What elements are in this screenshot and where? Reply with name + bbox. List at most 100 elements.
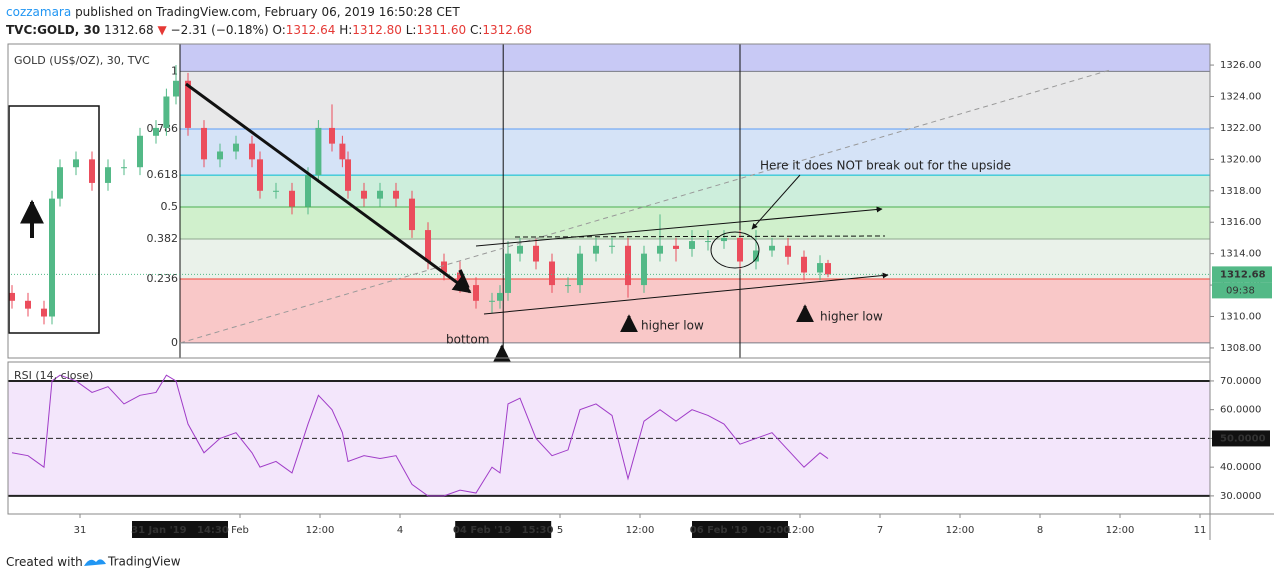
countdown: 09:38 bbox=[1226, 285, 1255, 296]
highlight-ellipse bbox=[710, 231, 760, 269]
candle-body bbox=[201, 127, 207, 160]
candle-body bbox=[329, 127, 335, 144]
price: 1312.68 bbox=[104, 23, 154, 37]
candle-body bbox=[753, 250, 759, 262]
candle-body bbox=[249, 143, 255, 160]
candle-body bbox=[785, 245, 791, 257]
candle-body bbox=[609, 245, 615, 247]
candle-body bbox=[9, 292, 15, 301]
countdown-box bbox=[1212, 282, 1272, 299]
candle-body bbox=[497, 292, 503, 301]
change-arrow: ▼ bbox=[157, 23, 167, 37]
candle-body bbox=[657, 245, 663, 254]
x-tick-label: 5 bbox=[557, 525, 563, 536]
down-arrow bbox=[185, 82, 472, 294]
logo bbox=[84, 559, 106, 566]
candle-body bbox=[441, 261, 447, 273]
candle-body bbox=[705, 241, 711, 243]
brand[interactable]: TradingView bbox=[107, 555, 181, 569]
rsi-title: RSI (14, close) bbox=[14, 369, 93, 382]
last-price-label: 1312.68 bbox=[1220, 269, 1266, 280]
candle-body bbox=[137, 135, 143, 168]
rsi-line bbox=[11, 374, 829, 497]
breakout-level bbox=[514, 235, 886, 238]
candle-body bbox=[577, 253, 583, 286]
candle-body bbox=[593, 245, 599, 254]
ohlc-key: O: bbox=[272, 23, 285, 37]
ohlc-key: H: bbox=[339, 23, 352, 37]
candle-body bbox=[49, 198, 55, 317]
x-tick-label: 8 bbox=[1037, 525, 1043, 536]
x-tick-label: 12:00 bbox=[786, 525, 815, 536]
candle-body bbox=[57, 167, 63, 199]
fib-label: 0.5 bbox=[161, 200, 179, 213]
candle-body bbox=[721, 237, 727, 242]
fib-label: 0.382 bbox=[147, 232, 179, 245]
axes: 1308.001310.001312.001314.001316.001318.… bbox=[7, 43, 1274, 540]
candle-body bbox=[315, 127, 322, 176]
x-tick-label: 11 bbox=[1194, 525, 1207, 536]
candle-body bbox=[641, 253, 647, 286]
candle-body bbox=[825, 263, 831, 275]
annotation: Here it does NOT break out for the upsid… bbox=[760, 159, 1011, 173]
symbol: TVC:GOLD, 30 bbox=[6, 23, 100, 37]
candle-body bbox=[393, 190, 399, 199]
annotation: higher low bbox=[641, 319, 704, 333]
time-marker-label: 31 Jan '19 14:30 bbox=[131, 525, 229, 536]
y-tick-label: 1310.00 bbox=[1220, 312, 1261, 323]
author[interactable]: cozzamara bbox=[6, 5, 71, 19]
y-tick-label: 1322.00 bbox=[1220, 123, 1261, 134]
y-tick-label: 70.0000 bbox=[1220, 376, 1261, 387]
candle-body bbox=[425, 230, 431, 262]
box bbox=[8, 105, 100, 334]
candle-body bbox=[217, 151, 223, 160]
fib-zone bbox=[180, 44, 1210, 72]
candle-body bbox=[25, 300, 31, 309]
y-tick-label: 1324.00 bbox=[1220, 91, 1261, 102]
candle-body bbox=[737, 237, 743, 262]
published: published on TradingView.com, February 0… bbox=[75, 5, 460, 19]
support-line bbox=[483, 272, 889, 315]
time-marker-box bbox=[132, 521, 228, 538]
candle-body bbox=[73, 159, 79, 168]
x-tick-label: 12:00 bbox=[306, 525, 335, 536]
header-line-2: TVC:GOLD, 30 1312.68 ▼ −2.31 (−0.18%) O:… bbox=[6, 23, 532, 37]
y-tick-label: 40.0000 bbox=[1220, 462, 1261, 473]
candle-body bbox=[517, 245, 523, 254]
fib-label: 0.236 bbox=[147, 272, 179, 285]
candle-body bbox=[339, 143, 346, 160]
candle-body bbox=[185, 80, 191, 128]
annotation: higher low bbox=[820, 310, 883, 324]
x-tick-label: 12:00 bbox=[1106, 525, 1135, 536]
ohlc-value: 1312.80 bbox=[352, 23, 402, 37]
candle-body bbox=[625, 245, 631, 286]
candle-body bbox=[89, 159, 95, 183]
x-tick-label: 4 bbox=[397, 525, 403, 536]
y-tick-label: 1314.00 bbox=[1220, 249, 1261, 260]
candle-body bbox=[409, 198, 415, 231]
candle-body bbox=[289, 190, 295, 207]
candle-body bbox=[769, 245, 775, 251]
fib-zone bbox=[180, 129, 1210, 176]
time-marker-label: 06 Feb '19 03:00 bbox=[690, 525, 791, 536]
ohlc-value: 1311.60 bbox=[416, 23, 466, 37]
drawings: Here it does NOT break out for the upsid… bbox=[8, 69, 1111, 363]
time-marker-label: 04 Feb '19 15:30 bbox=[453, 525, 554, 536]
created-with: Created with bbox=[6, 555, 83, 569]
x-tick-label: Feb bbox=[231, 525, 249, 536]
candle-body bbox=[273, 190, 279, 192]
y-tick-label: 60.0000 bbox=[1220, 405, 1261, 416]
note-arrow bbox=[751, 174, 801, 230]
candle-body bbox=[565, 285, 571, 287]
y-tick-label: 1318.00 bbox=[1220, 186, 1261, 197]
candle-body bbox=[105, 167, 111, 183]
candle-body bbox=[473, 285, 479, 301]
candle-body bbox=[41, 308, 47, 317]
candle-body bbox=[121, 167, 127, 169]
candle-body bbox=[233, 143, 239, 152]
fib-label: 0.786 bbox=[147, 122, 179, 135]
fib-zone bbox=[180, 278, 1210, 343]
ohlc-key: L: bbox=[406, 23, 417, 37]
fib-zone bbox=[180, 175, 1210, 207]
